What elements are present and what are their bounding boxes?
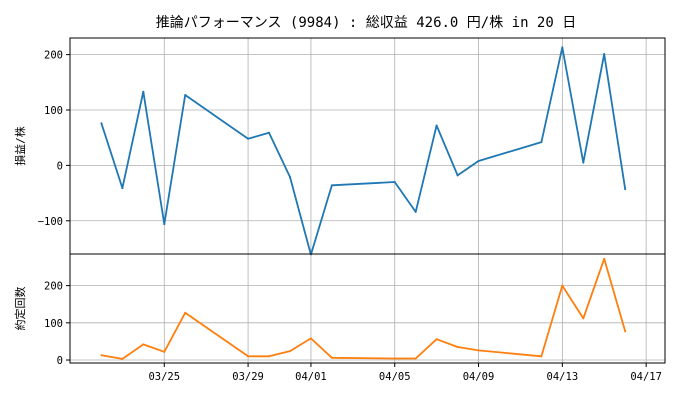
data-point xyxy=(435,338,438,341)
data-point xyxy=(247,355,250,358)
data-point xyxy=(456,174,459,177)
data-point xyxy=(163,223,166,226)
data-point xyxy=(561,46,564,49)
data-point xyxy=(393,357,396,360)
data-point xyxy=(624,188,627,191)
data-point xyxy=(309,337,312,340)
data-point xyxy=(184,311,187,314)
data-point xyxy=(163,350,166,353)
y-axis-label: 損益/株 xyxy=(13,126,27,166)
data-point xyxy=(393,181,396,183)
data-point xyxy=(414,210,417,213)
data-point xyxy=(142,343,145,346)
y-axis-label: 約定回数 xyxy=(13,287,27,331)
x-tick-label: 04/13 xyxy=(547,371,579,383)
y-tick-label: 100 xyxy=(44,105,63,117)
series-line xyxy=(100,46,627,256)
data-point xyxy=(582,317,585,320)
data-point xyxy=(456,346,459,349)
y-tick-label: 0 xyxy=(57,355,63,367)
data-point xyxy=(142,90,145,93)
data-point xyxy=(477,349,480,352)
data-point xyxy=(247,137,250,140)
series-line xyxy=(101,257,627,360)
x-tick-label: 04/05 xyxy=(379,371,411,383)
x-tick-label: 04/17 xyxy=(630,371,662,383)
data-point xyxy=(100,122,103,125)
y-tick-label: 100 xyxy=(44,318,63,330)
data-point xyxy=(121,357,124,360)
panel-2: 0 100 200 約定回数 xyxy=(13,253,666,367)
data-point xyxy=(184,94,187,97)
data-point xyxy=(624,330,627,333)
data-point xyxy=(603,53,606,56)
x-tick-label: 04/01 xyxy=(295,371,327,383)
data-point xyxy=(330,356,333,359)
data-point xyxy=(561,284,564,287)
data-point xyxy=(268,355,271,358)
x-tick-label: 04/09 xyxy=(463,371,495,383)
plot-frame xyxy=(69,37,666,255)
data-point xyxy=(100,354,103,357)
x-tick-label: 03/29 xyxy=(232,371,264,383)
x-tick-label: 03/25 xyxy=(148,371,180,383)
y-tick-label: 200 xyxy=(44,50,63,62)
chart-title: 推論パフォーマンス (9984) : 総収益 426.0 円/株 in 20 日 xyxy=(156,15,576,31)
panel-1: −100 0 100 200 損益/株 xyxy=(13,37,666,256)
data-point xyxy=(603,257,606,260)
data-point xyxy=(477,159,480,162)
y-tick-label: −100 xyxy=(38,216,63,228)
data-point xyxy=(540,141,543,144)
plot-frame xyxy=(69,253,666,364)
data-point xyxy=(121,187,124,190)
data-point xyxy=(414,357,417,360)
y-tick-label: 200 xyxy=(44,281,63,293)
data-point xyxy=(540,355,543,358)
data-point xyxy=(330,184,333,187)
data-point xyxy=(582,161,585,164)
data-point xyxy=(435,124,438,127)
y-tick-label: 0 xyxy=(57,160,63,172)
data-point xyxy=(288,350,291,353)
data-point xyxy=(268,131,271,134)
data-point xyxy=(288,176,291,179)
